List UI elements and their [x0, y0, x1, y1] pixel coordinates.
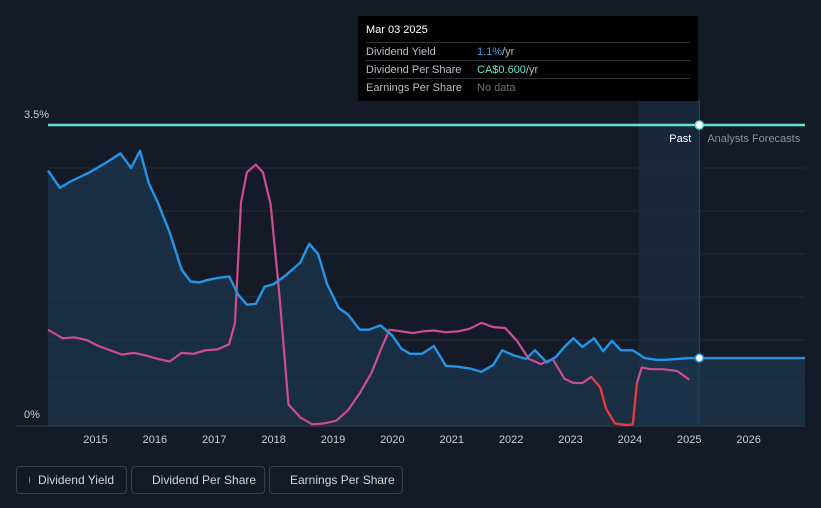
dividend-yield-marker [694, 353, 705, 363]
tooltip-value: 1.1% [477, 45, 503, 58]
legend-label: Earnings Per Share [290, 473, 395, 487]
dividend-yield-area [48, 150, 805, 427]
tooltip-row-earnings-per-share: Earnings Per Share No data [366, 78, 690, 96]
tooltip-unit: /yr [525, 63, 539, 76]
dividend-yield-line [47, 149, 805, 373]
x-tick-label: 2022 [499, 434, 523, 446]
tooltip-row-dividend-per-share: Dividend Per Share CA$0.600 /yr [366, 60, 690, 78]
legend-swatch [29, 476, 30, 484]
legend-earnings-per-share[interactable]: Earnings Per Share [269, 466, 403, 494]
x-tick-label: 2025 [677, 434, 701, 446]
tooltip-date: Mar 03 2025 [366, 24, 428, 36]
y-tick-label-bottom: 0% [24, 409, 40, 421]
x-tick-label: 2017 [202, 434, 226, 446]
legend-dividend-per-share[interactable]: Dividend Per Share [131, 466, 265, 494]
tooltip-row-dividend-yield: Dividend Yield 1.1% /yr [366, 42, 690, 60]
x-tick-label: 2016 [143, 434, 167, 446]
legend-dividend-yield[interactable]: Dividend Yield [16, 466, 127, 494]
x-tick-label: 2023 [558, 434, 582, 446]
earnings-per-share-negative-segment [590, 376, 639, 427]
x-tick-label: 2019 [321, 434, 345, 446]
data-tooltip: Mar 03 2025 Dividend Yield 1.1% /yr Divi… [358, 16, 698, 101]
y-tick-label-top: 3.5% [24, 109, 49, 121]
x-tick-label: 2015 [83, 434, 107, 446]
tooltip-value: CA$0.600 [477, 63, 526, 76]
x-tick-label: 2018 [261, 434, 285, 446]
x-tick-label: 2021 [439, 434, 463, 446]
dividend-per-share-marker [694, 120, 705, 130]
x-tick-label: 2020 [380, 434, 404, 446]
x-tick-label: 2026 [736, 434, 760, 446]
tooltip-unit: /yr [502, 45, 515, 58]
past-label: Past [669, 133, 691, 145]
legend-label: Dividend Yield [37, 473, 114, 487]
current-value-markers [694, 120, 705, 363]
analysts-forecasts-label: Analysts Forecasts [707, 133, 800, 145]
tooltip-label: Earnings Per Share [366, 81, 462, 94]
x-tick-labels: 2015 2016 2017 2018 2019 2020 2021 2022 2023 2024… [83, 434, 761, 446]
tooltip-value: No data [477, 81, 516, 94]
legend-label: Dividend Per Share [152, 473, 257, 487]
x-tick-label: 2024 [618, 434, 642, 446]
tooltip-label: Dividend Per Share [366, 63, 462, 76]
tooltip-label: Dividend Yield [366, 45, 436, 58]
series-lines [47, 123, 805, 427]
